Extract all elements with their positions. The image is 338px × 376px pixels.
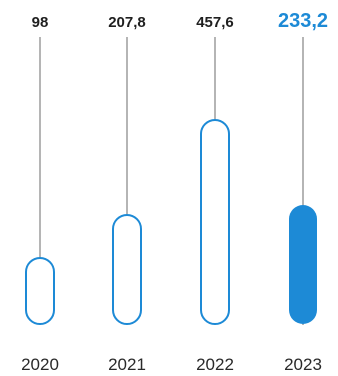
data-label-2022: 457,6 [196,14,234,31]
data-label-2023: 233,2 [278,10,328,32]
x-tick-label-2020: 2020 [21,355,59,374]
bar-2021 [112,214,142,325]
x-tick-label-2021: 2021 [108,355,146,374]
bar-2020 [25,257,55,325]
bar-2022 [200,119,230,325]
data-label-2020: 98 [32,14,49,31]
data-label-2021: 207,8 [108,14,146,31]
x-tick-label-2023: 2023 [284,355,322,374]
bar-2023 [289,205,317,324]
x-tick-label-2022: 2022 [196,355,234,374]
